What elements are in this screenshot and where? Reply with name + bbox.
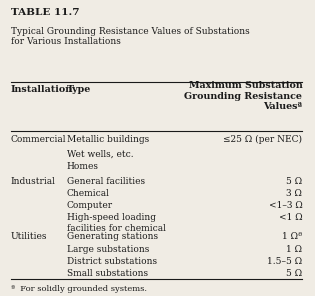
Text: 1.5–5 Ω: 1.5–5 Ω (267, 257, 302, 266)
Text: TABLE 11.7: TABLE 11.7 (11, 8, 79, 17)
Text: Maximum Substation
Grounding Resistance
Valuesª: Maximum Substation Grounding Resistance … (185, 81, 302, 111)
Text: <1–3 Ω: <1–3 Ω (269, 201, 302, 210)
Text: District substations: District substations (66, 257, 157, 266)
Text: Utilities: Utilities (11, 232, 47, 241)
Text: 5 Ω: 5 Ω (286, 269, 302, 278)
Text: Wet wells, etc.: Wet wells, etc. (66, 149, 133, 159)
Text: <1 Ω: <1 Ω (279, 213, 302, 223)
Text: Homes: Homes (66, 162, 99, 171)
Text: ≤25 Ω (per NEC): ≤25 Ω (per NEC) (223, 134, 302, 144)
Text: Installation: Installation (11, 85, 73, 94)
Text: High-speed loading
facilities for chemical: High-speed loading facilities for chemic… (66, 213, 165, 233)
Text: 3 Ω: 3 Ω (286, 189, 302, 198)
Text: Commercial: Commercial (11, 134, 66, 144)
Text: 1 Ωª: 1 Ωª (282, 232, 302, 241)
Text: 1 Ω: 1 Ω (286, 244, 302, 254)
Text: Computer: Computer (66, 201, 113, 210)
Text: Generating stations: Generating stations (66, 232, 158, 241)
Text: Large substations: Large substations (66, 244, 149, 254)
Text: Small substations: Small substations (66, 269, 148, 278)
Text: 5 Ω: 5 Ω (286, 177, 302, 186)
Text: ª  For solidly grounded systems.: ª For solidly grounded systems. (11, 285, 147, 293)
Text: Industrial: Industrial (11, 177, 55, 186)
Text: Type: Type (66, 85, 91, 94)
Text: Chemical: Chemical (66, 189, 109, 198)
Text: General facilities: General facilities (66, 177, 145, 186)
Text: Typical Grounding Resistance Values of Substations
for Various Installations: Typical Grounding Resistance Values of S… (11, 27, 249, 46)
Text: Metallic buildings: Metallic buildings (66, 134, 149, 144)
